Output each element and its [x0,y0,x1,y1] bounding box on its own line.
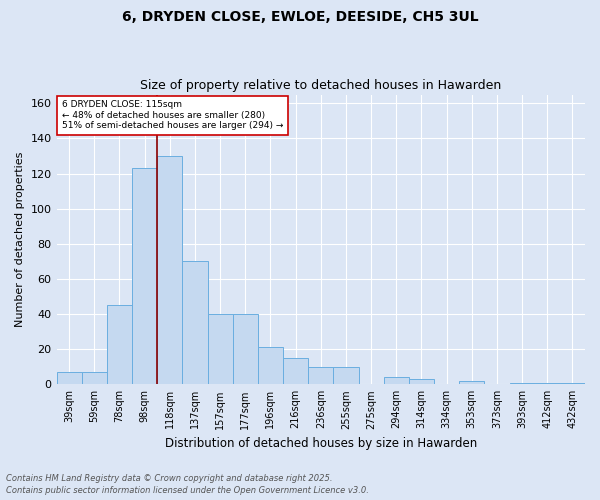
Text: 6, DRYDEN CLOSE, EWLOE, DEESIDE, CH5 3UL: 6, DRYDEN CLOSE, EWLOE, DEESIDE, CH5 3UL [122,10,478,24]
Text: 6 DRYDEN CLOSE: 115sqm
← 48% of detached houses are smaller (280)
51% of semi-de: 6 DRYDEN CLOSE: 115sqm ← 48% of detached… [62,100,283,130]
Bar [56,372,82,384]
Bar [560,382,585,384]
Bar [283,358,308,384]
Bar [334,366,359,384]
Bar [258,348,283,385]
Bar [157,156,182,384]
Bar [82,372,107,384]
Bar [132,168,157,384]
X-axis label: Distribution of detached houses by size in Hawarden: Distribution of detached houses by size … [164,437,477,450]
Y-axis label: Number of detached properties: Number of detached properties [15,152,25,327]
Text: Contains HM Land Registry data © Crown copyright and database right 2025.
Contai: Contains HM Land Registry data © Crown c… [6,474,369,495]
Bar [383,378,409,384]
Bar [409,379,434,384]
Bar [233,314,258,384]
Bar [107,306,132,384]
Bar [459,381,484,384]
Bar [509,382,535,384]
Bar [535,382,560,384]
Bar [182,262,208,384]
Bar [308,366,334,384]
Title: Size of property relative to detached houses in Hawarden: Size of property relative to detached ho… [140,79,502,92]
Bar [208,314,233,384]
